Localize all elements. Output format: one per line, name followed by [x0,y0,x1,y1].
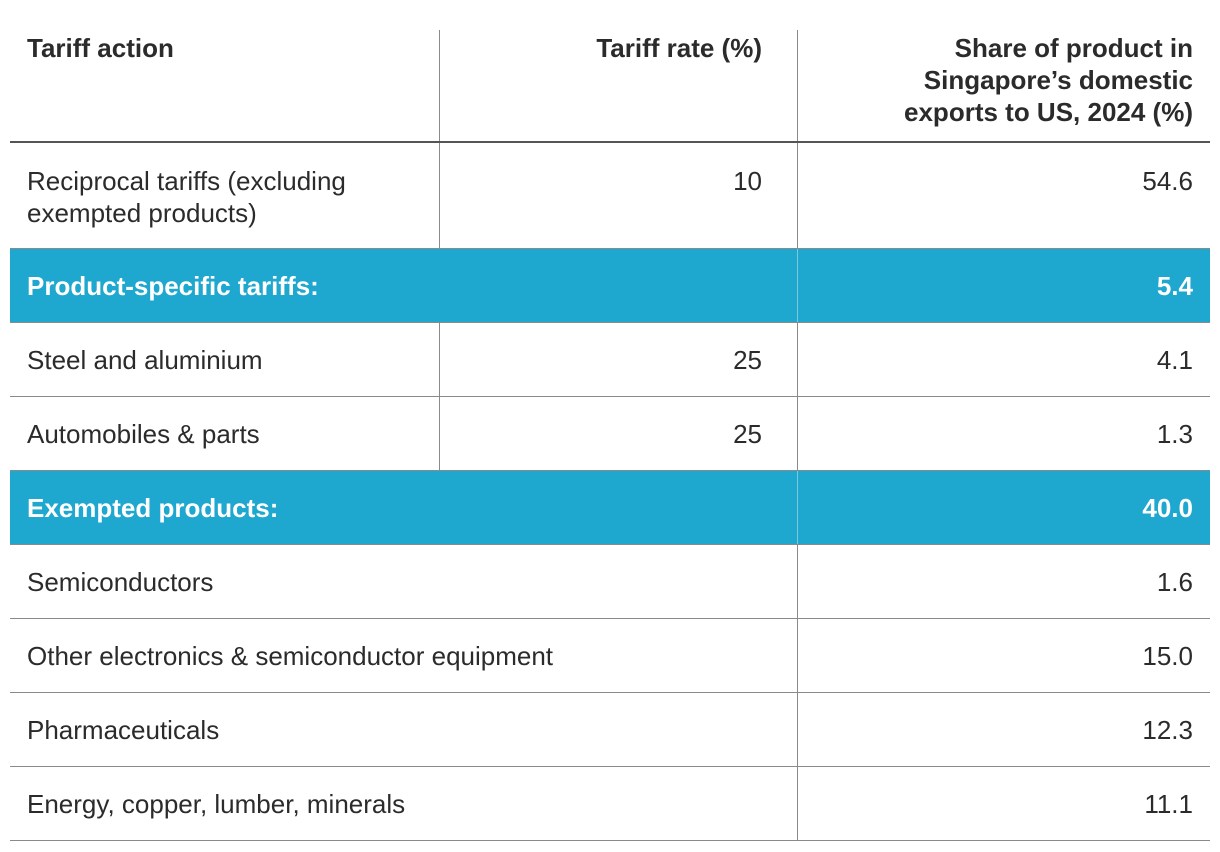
reciprocal-share: 54.6 [797,143,1210,248]
table-row: Semiconductors 1.6 [10,545,1210,619]
table-row: Other electronics & semiconductor equipm… [10,619,1210,693]
reciprocal-label-line-1: Reciprocal tariffs (excluding [27,166,346,196]
header-export-share: Share of product in Singapore’s domestic… [797,30,1210,141]
exempted-share: 40.0 [797,471,1210,544]
reciprocal-rate: 10 [439,143,797,248]
table-header-row: Tariff action Tariff rate (%) Share of p… [10,0,1210,143]
section-row-exempted: Exempted products: 40.0 [10,471,1210,545]
table-row: Automobiles & parts 25 1.3 [10,397,1210,471]
header-export-share-line-2: Singapore’s domestic [923,65,1193,95]
row-label: Semiconductors [27,566,214,597]
product-specific-share: 5.4 [797,249,1210,322]
reciprocal-label: Reciprocal tariffs (excluding exempted p… [10,143,439,248]
table-row: Steel and aluminium 25 4.1 [10,323,1210,397]
row-label: Automobiles & parts [27,418,260,449]
header-tariff-action: Tariff action [27,33,174,63]
section-row-product-specific: Product-specific tariffs: 5.4 [10,249,1210,323]
row-share: 11.1 [797,767,1210,840]
row-share: 12.3 [797,693,1210,766]
row-label: Steel and aluminium [27,344,263,375]
row-rate: 25 [439,323,797,396]
row-share: 1.3 [797,397,1210,470]
tariff-table: Tariff action Tariff rate (%) Share of p… [10,0,1210,841]
header-export-share-line-1: Share of product in [954,33,1193,63]
row-share: 15.0 [797,619,1210,692]
table-row-reciprocal: Reciprocal tariffs (excluding exempted p… [10,143,1210,249]
row-share: 4.1 [797,323,1210,396]
exempted-label: Exempted products: [27,492,279,523]
reciprocal-label-line-2: exempted products) [27,198,257,228]
header-tariff-rate: Tariff rate (%) [439,30,797,141]
row-label: Pharmaceuticals [27,714,220,745]
row-label: Other electronics & semiconductor equipm… [27,640,554,671]
table-row: Pharmaceuticals 12.3 [10,693,1210,767]
header-export-share-line-3: exports to US, 2024 (%) [904,97,1193,127]
row-rate: 25 [439,397,797,470]
table-row: Energy, copper, lumber, minerals 11.1 [10,767,1210,841]
product-specific-label: Product-specific tariffs: [27,270,319,301]
row-share: 1.6 [797,545,1210,618]
row-label: Energy, copper, lumber, minerals [27,788,406,819]
